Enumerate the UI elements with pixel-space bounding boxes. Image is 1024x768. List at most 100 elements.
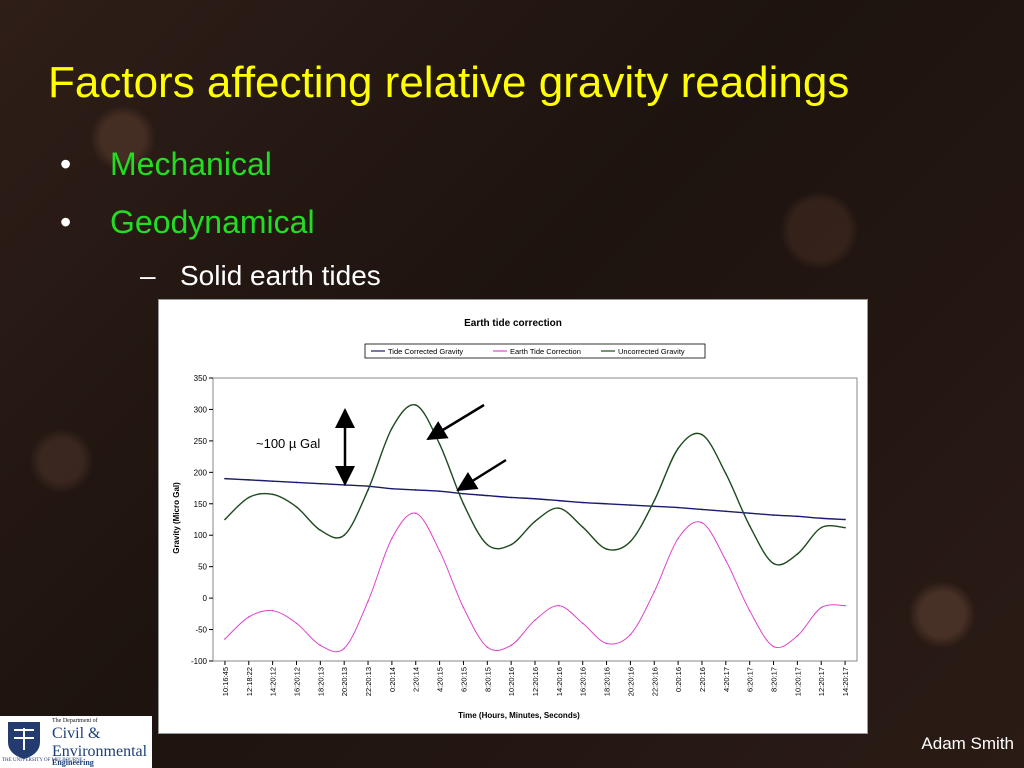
data-point (534, 619, 536, 621)
data-point (462, 606, 465, 609)
data-point (653, 499, 656, 502)
data-point (319, 482, 322, 485)
x-tick-label: 16:20:16 (579, 667, 588, 696)
data-point (844, 604, 846, 607)
data-point (534, 520, 536, 523)
university-name: THE UNIVERSITY OF MELBOURNE (2, 758, 83, 763)
x-tick-label: 14:20:16 (555, 667, 564, 696)
data-point (534, 497, 536, 500)
sub-bullet-solid-earth-tides: – Solid earth tides (140, 260, 381, 292)
legend-label: Tide Corrected Gravity (388, 347, 463, 356)
legend-label: Uncorrected Gravity (618, 347, 685, 356)
data-point (271, 480, 274, 482)
y-tick-label: 150 (194, 500, 208, 509)
data-point (796, 553, 799, 555)
slide-title: Factors affecting relative gravity readi… (48, 58, 850, 107)
x-tick-label: 10:20:16 (507, 667, 516, 696)
data-point (629, 540, 632, 543)
y-tick-label: 50 (198, 563, 207, 572)
data-point (367, 489, 369, 491)
plot-frame (212, 377, 858, 662)
x-tick-label: 12:20:16 (531, 667, 540, 696)
data-point (677, 447, 679, 450)
bullet-mechanical: • Mechanical (60, 146, 272, 183)
data-point (820, 526, 823, 529)
chart-svg: Earth tide correction Tide Corrected Gra… (172, 318, 858, 720)
x-tick-label: 4:20:17 (722, 667, 731, 692)
x-tick-label: 6:20:15 (459, 667, 468, 692)
data-point (462, 502, 465, 505)
label-amplitude: ~100 µ Gal (256, 436, 321, 451)
data-point (653, 591, 656, 593)
data-point (391, 487, 393, 490)
data-point (748, 609, 751, 612)
y-tick-label: 250 (194, 437, 208, 446)
data-point (343, 484, 345, 486)
chart-legend: Tide Corrected Gravity Earth Tide Correct… (364, 343, 706, 359)
bullet-marker: • (60, 146, 72, 182)
data-point (677, 537, 679, 540)
dept-line-2: Civil & (52, 725, 101, 742)
data-point (844, 518, 846, 521)
data-point (414, 512, 417, 515)
data-point (247, 496, 250, 499)
data-point (677, 506, 679, 509)
y-tick-label: -100 (191, 657, 208, 666)
dept-line-3: Environmental (52, 743, 148, 760)
data-point (462, 492, 465, 495)
data-point (486, 646, 489, 648)
y-tick-label: 350 (194, 374, 208, 383)
data-point (701, 508, 703, 511)
data-point (581, 501, 584, 504)
data-point (725, 510, 727, 513)
data-point (224, 518, 226, 521)
x-tick-label: 22:20:16 (650, 667, 659, 696)
x-tick-label: 12:18:22 (245, 667, 254, 696)
x-tick-label: 22:20:13 (364, 667, 373, 696)
data-point (343, 534, 345, 537)
data-point (820, 606, 823, 609)
data-point (295, 481, 298, 484)
data-point (605, 502, 608, 505)
bullet-geodynamical: • Geodynamical (60, 204, 315, 241)
data-point (772, 514, 775, 516)
bullet-marker: • (60, 204, 72, 240)
data-point (796, 515, 799, 518)
data-point (438, 490, 441, 492)
data-point (772, 562, 775, 565)
data-point (510, 543, 512, 546)
data-point (271, 493, 274, 496)
data-point (343, 647, 345, 650)
x-tick-label: 14:20:12 (269, 667, 278, 696)
data-point (748, 524, 751, 527)
data-point (701, 433, 703, 436)
y-tick-label: -50 (195, 626, 207, 635)
x-tick-label: 8:20:15 (483, 667, 492, 692)
legend-label: Earth Tide Correction (510, 347, 581, 356)
data-point (224, 477, 226, 480)
x-tick-label: 18:20:16 (603, 667, 612, 696)
y-axis-label: Gravity (Micro Gal) (172, 482, 181, 554)
x-tick-label: 10:16:45 (221, 667, 230, 696)
plot-area: -100 -50 0 50 100 150 200 250 300 350 10:16:45 12:1… (191, 374, 858, 696)
data-point (247, 616, 250, 618)
x-tick-label: 2:20:14 (412, 667, 421, 692)
data-point (438, 550, 441, 552)
bullet-text: Mechanical (110, 146, 272, 182)
data-point (581, 622, 584, 625)
data-point (319, 644, 322, 647)
data-point (820, 517, 823, 520)
x-tick-label: 20:20:13 (340, 667, 349, 696)
data-point (271, 609, 274, 612)
x-axis-label: Time (Hours, Minutes, Seconds) (458, 711, 580, 720)
data-point (725, 559, 727, 562)
data-point (438, 443, 441, 445)
data-point (725, 472, 727, 475)
label-corrected: corrected (518, 442, 610, 467)
data-point (295, 506, 298, 508)
data-point (605, 548, 608, 550)
data-point (486, 494, 489, 497)
data-point (295, 622, 298, 625)
data-point (510, 644, 512, 647)
sub-bullet-marker: – (140, 260, 156, 291)
